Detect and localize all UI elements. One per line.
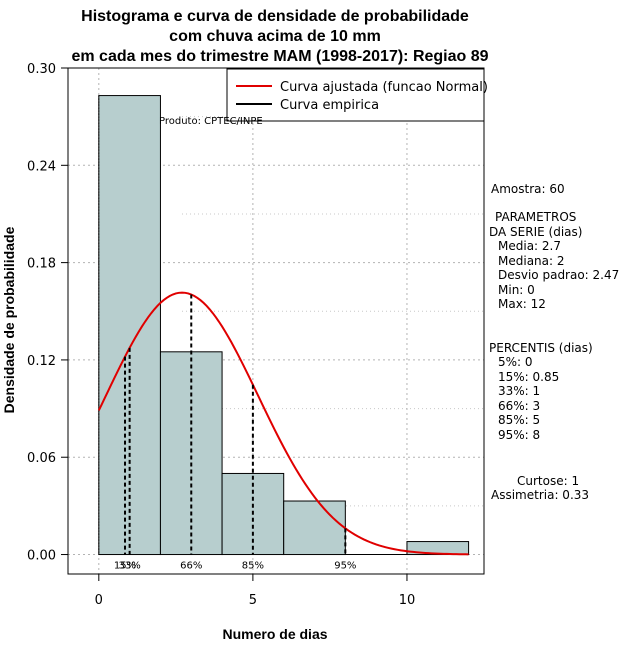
stat-desvio: Desvio padrao: 2.47 (498, 268, 619, 282)
y-tick-label: 0.12 (27, 354, 56, 369)
stat-perc-85: 85%: 5 (498, 413, 540, 427)
legend-box (226, 68, 485, 122)
stat-perc-15: 15%: 0.85 (498, 370, 559, 384)
stat-perc-header: PERCENTIS (dias) (489, 341, 593, 355)
normal-fit-curve (97, 291, 469, 556)
chart-title-line-3: em cada mes do trimestre MAM (1998-2017)… (71, 48, 488, 65)
chart-title-line-2: com chuva acima de 10 mm (169, 28, 381, 45)
y-axis: 0.00 0.06 0.12 0.18 0.24 0.30 (27, 62, 68, 564)
stat-max: Max: 12 (498, 297, 546, 311)
legend-label-empirical: Curva empirica (280, 98, 379, 113)
chart-title-line-1: Histograma e curva de densidade de proba… (81, 8, 469, 25)
stats-panel: Amostra: 60 PARAMETROS DA SERIE (dias) M… (489, 182, 619, 502)
percentile-label: 33% (119, 561, 141, 572)
percentile-lines: 15%33% 66% 85% 95% (114, 294, 356, 572)
percentile-label: 15% (114, 561, 136, 572)
stat-amostra: Amostra: 60 (491, 182, 565, 196)
y-tick-label: 0.06 (27, 451, 56, 466)
y-tick-label: 0.24 (27, 159, 56, 174)
stat-assimetria: Assimetria: 0.33 (491, 488, 589, 502)
y-axis-label: Densidade de probabilidade (1, 226, 17, 413)
stat-param-header-2: DA SERIE (dias) (489, 225, 582, 239)
percentile-label: 85% (242, 561, 264, 572)
stat-media: Media: 2.7 (498, 239, 561, 253)
stat-curtose: Curtose: 1 (517, 474, 579, 488)
y-tick-label: 0.18 (27, 257, 56, 272)
histogram-bar (98, 95, 161, 556)
normal-curve (97, 291, 469, 556)
plot-frame (67, 67, 485, 575)
stat-perc-33: 33%: 1 (498, 384, 540, 398)
histogram-bars (98, 95, 470, 556)
stat-perc-66: 66%: 3 (498, 399, 540, 413)
stat-perc-95: 95%: 8 (498, 428, 540, 442)
stat-min: Min: 0 (498, 283, 535, 297)
stat-mediana: Mediana: 2 (498, 254, 565, 268)
stat-perc-5: 5%: 0 (498, 355, 533, 369)
histogram-bar (283, 500, 346, 556)
legend: Curva ajustada (funcao Normal) Curva emp… (226, 68, 488, 122)
x-tick-label: 0 (95, 593, 103, 608)
y-tick-label: 0.30 (27, 62, 56, 77)
stat-param-header-1: PARAMETROS (495, 210, 576, 224)
x-axis-label: Numero de dias (222, 626, 327, 642)
percentile-label: 95% (334, 561, 356, 572)
legend-label-normal: Curva ajustada (funcao Normal) (280, 80, 488, 95)
x-tick-label: 5 (249, 593, 257, 608)
percentile-label: 66% (180, 561, 202, 572)
x-tick-label: 10 (399, 593, 416, 608)
product-annotation: Produto: CPTEC/INPE (159, 116, 263, 127)
x-axis: 0 5 10 (95, 574, 416, 608)
y-tick-label: 0.00 (27, 549, 56, 564)
